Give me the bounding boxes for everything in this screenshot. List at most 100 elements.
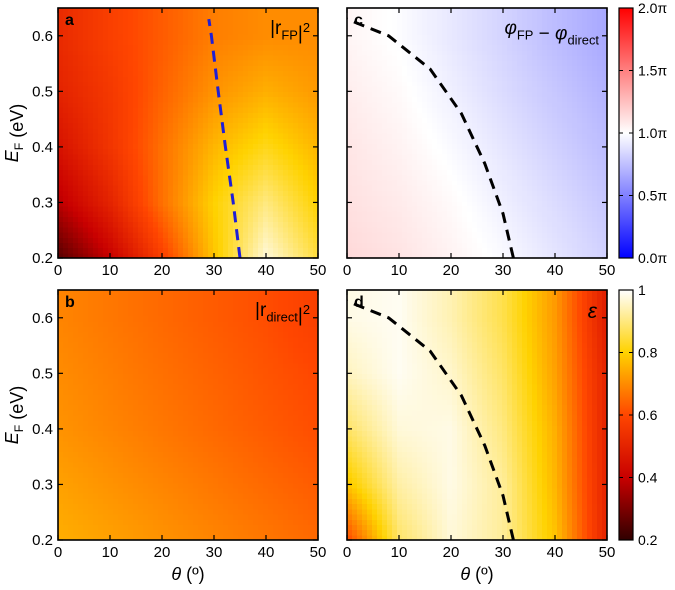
heatmap-cell <box>263 86 269 92</box>
heatmap-cell <box>138 96 144 103</box>
heatmap-cell <box>158 153 164 160</box>
heatmap-cell <box>437 195 443 202</box>
heatmap-cell <box>532 237 538 243</box>
heatmap-cell <box>83 80 89 87</box>
heatmap-cell <box>268 122 274 129</box>
heatmap-cell <box>268 13 274 20</box>
heatmap-cell <box>253 54 259 61</box>
heatmap-cell <box>103 49 109 56</box>
heatmap-cell <box>208 23 214 30</box>
dashed-curve-a <box>207 18 242 258</box>
heatmap-cell <box>387 75 393 82</box>
heatmap-cell <box>98 91 104 98</box>
heatmap-cell <box>477 112 483 118</box>
heatmap-cell <box>248 252 254 259</box>
heatmap-cell <box>303 237 309 243</box>
heatmap-cell <box>397 179 403 186</box>
heatmap-cell <box>487 179 493 186</box>
heatmap-cell <box>73 133 79 139</box>
heatmap-cell <box>298 200 304 207</box>
heatmap-cell <box>352 80 358 87</box>
heatmap-cell <box>487 211 493 217</box>
heatmap-cell <box>273 226 279 233</box>
heatmap-cell <box>138 28 144 35</box>
heatmap-cell <box>178 231 184 238</box>
heatmap-cell <box>467 49 473 56</box>
heatmap-cell <box>233 200 239 207</box>
heatmap-cell <box>527 143 533 150</box>
heatmap-cell <box>477 39 483 46</box>
heatmap-cell <box>502 49 508 56</box>
heatmap-cell <box>83 169 89 176</box>
heatmap-cell <box>73 159 79 165</box>
heatmap-cell <box>263 174 269 181</box>
heatmap-cell <box>552 221 558 228</box>
heatmap-cell <box>143 65 149 72</box>
heatmap-cell <box>268 112 274 118</box>
heatmap-cell <box>362 195 368 202</box>
heatmap-cell <box>547 205 553 212</box>
heatmap-cell <box>407 34 413 40</box>
heatmap-cell <box>507 96 513 103</box>
heatmap-cell <box>288 185 294 191</box>
heatmap-cell <box>422 96 428 103</box>
heatmap-cell <box>397 91 403 98</box>
heatmap-cell <box>457 185 463 191</box>
heatmap-cell <box>273 106 279 113</box>
heatmap-cell <box>427 96 433 103</box>
heatmap-cell <box>557 174 563 181</box>
heatmap-cell <box>223 226 229 233</box>
heatmap-cell <box>562 148 568 155</box>
heatmap-cell <box>68 75 74 82</box>
heatmap-cell <box>552 159 558 165</box>
heatmap-cell <box>248 231 254 238</box>
heatmap-cell <box>452 86 458 92</box>
heatmap-cell <box>407 23 413 30</box>
heatmap-cell <box>88 60 94 66</box>
heatmap-cell <box>268 216 274 223</box>
heatmap-cell <box>133 247 139 254</box>
heatmap-cell <box>188 13 194 20</box>
heatmap-cell <box>522 60 528 66</box>
heatmap-cell <box>268 44 274 51</box>
heatmap-cell <box>567 252 573 259</box>
heatmap-cell <box>273 195 279 202</box>
heatmap-cell <box>118 169 124 176</box>
heatmap-cell <box>218 164 224 171</box>
heatmap-cell <box>532 28 538 35</box>
heatmap-cell <box>138 164 144 171</box>
heatmap-cell <box>153 200 159 207</box>
heatmap-cell <box>268 179 274 186</box>
heatmap-cell <box>507 242 513 249</box>
heatmap-cell <box>542 96 548 103</box>
heatmap-cell <box>253 169 259 176</box>
heatmap-cell <box>258 34 264 40</box>
heatmap-cell <box>143 247 149 254</box>
heatmap-cell <box>557 185 563 191</box>
heatmap-cell <box>552 18 558 25</box>
heatmap-cell <box>193 205 199 212</box>
heatmap-cell <box>183 133 189 139</box>
heatmap-cell <box>298 127 304 134</box>
heatmap-cell <box>472 117 478 124</box>
heatmap-cell <box>537 65 543 72</box>
heatmap-cell <box>288 54 294 61</box>
heatmap-cell <box>218 247 224 254</box>
heatmap-cell <box>248 112 254 118</box>
heatmap-cell <box>293 205 299 212</box>
heatmap-cell <box>93 91 99 98</box>
heatmap-cell <box>163 28 169 35</box>
heatmap-cell <box>462 159 468 165</box>
heatmap-cell <box>138 18 144 25</box>
heatmap-cell <box>208 195 214 202</box>
heatmap-cell <box>547 13 553 20</box>
heatmap-cell <box>168 164 174 171</box>
heatmap-cell <box>457 242 463 249</box>
heatmap-cell <box>582 117 588 124</box>
heatmap-cell <box>93 148 99 155</box>
heatmap-cell <box>198 127 204 134</box>
heatmap-cell <box>293 200 299 207</box>
heatmap-cell <box>572 112 578 118</box>
heatmap-cell <box>567 205 573 212</box>
heatmap-cell <box>462 231 468 238</box>
